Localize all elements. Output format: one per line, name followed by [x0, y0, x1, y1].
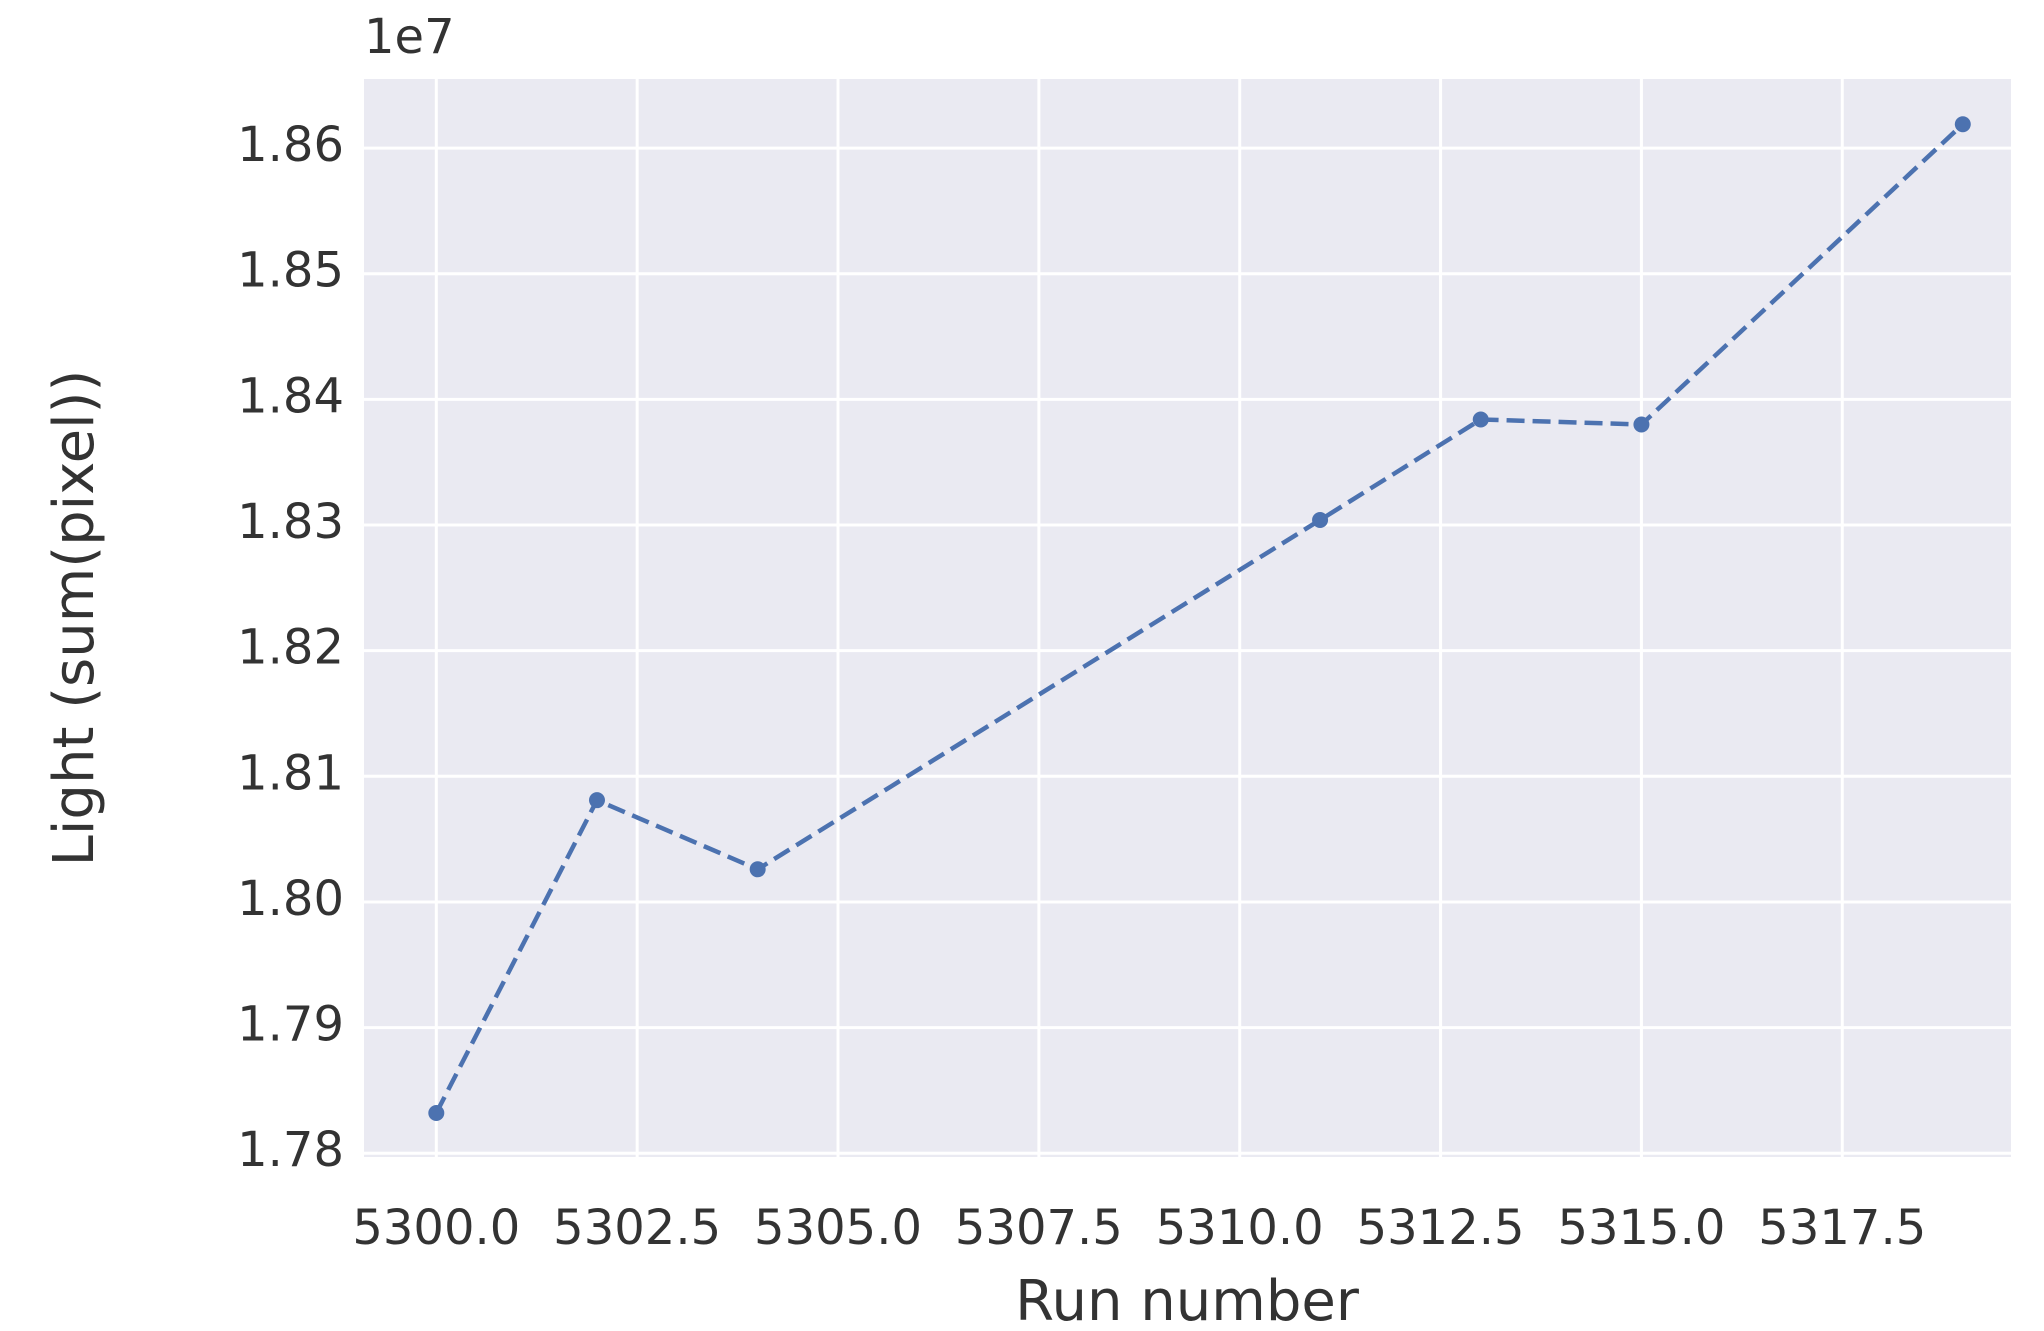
- x-tick-label: 5307.5: [955, 1200, 1123, 1256]
- data-point: [1633, 416, 1650, 433]
- y-tick-label: 1.79: [237, 997, 344, 1053]
- x-tick-label: 5305.0: [754, 1200, 922, 1256]
- data-point: [1954, 116, 1971, 133]
- plot-background: [364, 79, 2011, 1157]
- y-tick-label: 1.80: [237, 871, 344, 927]
- x-tick-label: 5315.0: [1557, 1200, 1725, 1256]
- x-tick-label: 5312.5: [1357, 1200, 1525, 1256]
- data-point: [749, 861, 766, 878]
- y-tick-label: 1.81: [237, 745, 344, 801]
- y-axis-label: Light (sum(pixel)): [42, 370, 107, 867]
- data-point: [1312, 512, 1329, 528]
- x-tick-label: 5310.0: [1156, 1200, 1324, 1256]
- x-axis-label: Run number: [1015, 1269, 1360, 1331]
- y-tick-label: 1.78: [237, 1122, 344, 1178]
- y-tick-label: 1.82: [237, 620, 344, 676]
- y-tick-label: 1.86: [237, 117, 344, 173]
- data-point: [588, 792, 605, 809]
- x-tick-label: 5317.5: [1758, 1200, 1926, 1256]
- y-tick-label: 1.85: [237, 243, 344, 299]
- data-point: [428, 1105, 445, 1122]
- y-tick-label: 1.84: [237, 368, 344, 424]
- y-tick-label: 1.83: [237, 494, 344, 550]
- y-offset-label: 1e7: [364, 9, 455, 65]
- x-tick-label: 5302.5: [553, 1200, 721, 1256]
- x-tick-label: 5300.0: [352, 1200, 520, 1256]
- data-point: [1472, 411, 1489, 428]
